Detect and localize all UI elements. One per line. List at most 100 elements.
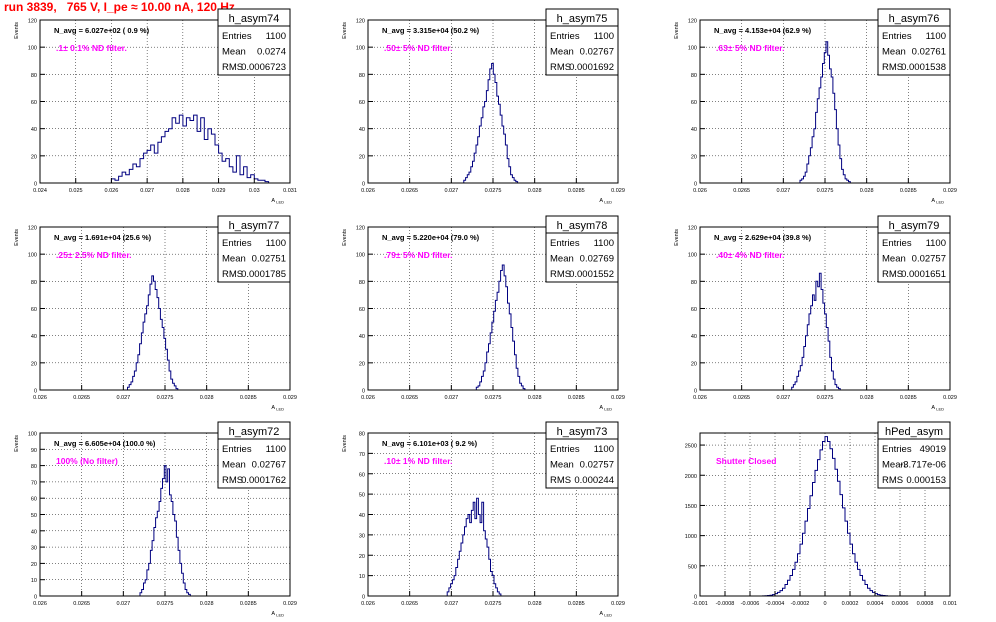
y-tick-label: 2000 xyxy=(685,474,697,480)
x-tick-label: 0.0285 xyxy=(568,395,585,401)
y-tick-label: 60 xyxy=(691,100,697,106)
y-tick-label: 100 xyxy=(28,432,37,438)
x-tick-label: 0.029 xyxy=(611,601,625,607)
x-tick-label: 0.027 xyxy=(116,601,130,607)
histogram-line xyxy=(110,114,270,183)
stats-value: 1100 xyxy=(266,31,286,42)
navg-label: N_avg = 6.027e+02 ( 0.9 %) xyxy=(54,26,150,35)
y-tick-label: 60 xyxy=(31,497,37,503)
y-tick-label: 80 xyxy=(31,73,37,79)
y-tick-label: 100 xyxy=(356,46,365,52)
y-tick-label: 0 xyxy=(694,182,697,188)
stats-value: 0.02751 xyxy=(252,254,286,265)
stats-value: -3.717e-06 xyxy=(900,460,946,471)
filter-label: .79± 5% ND filter. xyxy=(384,250,452,260)
stats-key: RMS xyxy=(882,269,903,280)
stats-value: 0.000153 xyxy=(906,475,946,486)
histogram-panel-h_asym76: 0 20 40 60 80 100 120 0.026 0.0265 0.027 0.0275 0.0… xyxy=(674,8,957,205)
stats-key: Entries xyxy=(882,444,912,455)
y-tick-label: 0 xyxy=(362,182,365,188)
stats-value: 1100 xyxy=(266,444,286,455)
x-tick-label: 0.0004 xyxy=(867,601,884,607)
stats-box-name: h_asym72 xyxy=(229,426,280,438)
x-tick-label: 0.0285 xyxy=(240,395,257,401)
x-tick-label: 0.031 xyxy=(283,188,297,194)
y-tick-label: 30 xyxy=(359,533,365,539)
stats-key: Mean xyxy=(222,254,246,265)
y-tick-label: 20 xyxy=(31,154,37,160)
stats-value: 0.0006723 xyxy=(241,62,286,73)
filter-label: 100% (No filter) xyxy=(56,456,118,466)
y-tick-label: 80 xyxy=(31,280,37,286)
y-tick-label: 80 xyxy=(691,280,697,286)
stats-value: 0.0274 xyxy=(257,47,286,58)
x-tick-label: 0.029 xyxy=(283,601,297,607)
stats-box-name: h_asym77 xyxy=(229,220,280,232)
x-axis-title-subscript: LED xyxy=(276,613,284,618)
x-tick-label: 0.026 xyxy=(361,395,375,401)
y-tick-label: 40 xyxy=(31,529,37,535)
x-axis-title-subscript: LED xyxy=(604,200,612,205)
x-axis-title-subscript: LED xyxy=(276,407,284,412)
x-tick-label: 0.029 xyxy=(943,188,957,194)
stats-value: 1100 xyxy=(926,238,946,249)
x-tick-label: 0.028 xyxy=(528,601,542,607)
y-tick-label: 40 xyxy=(359,513,365,519)
y-tick-label: 120 xyxy=(356,19,365,25)
stats-value: 1100 xyxy=(594,444,614,455)
y-tick-label: 20 xyxy=(359,154,365,160)
histogram-panel-h_asym77: 0 20 40 60 80 100 120 0.026 0.0265 0.027 0.0275 0.0… xyxy=(14,215,297,412)
y-axis-title: Events xyxy=(342,435,348,452)
x-tick-label: 0.026 xyxy=(693,395,707,401)
y-tick-label: 120 xyxy=(356,226,365,232)
y-tick-label: 100 xyxy=(688,46,697,52)
y-axis-title: Events xyxy=(674,22,680,39)
y-axis-title: Events xyxy=(14,229,20,246)
stats-box: h_asym78 Entries 1100 Mean 0.02769 RMS0.00015… xyxy=(545,215,619,283)
stats-value: 0.0001538 xyxy=(901,62,946,73)
stats-value: 0.02757 xyxy=(580,460,614,471)
y-tick-label: 20 xyxy=(359,361,365,367)
y-tick-label: 0 xyxy=(694,595,697,601)
x-tick-label: 0.029 xyxy=(212,188,226,194)
x-tick-label: 0.027 xyxy=(776,188,790,194)
histogram-line xyxy=(127,275,179,390)
x-tick-label: 0.027 xyxy=(116,395,130,401)
stats-key: Mean xyxy=(222,460,246,471)
y-tick-label: 100 xyxy=(356,253,365,259)
y-tick-label: 20 xyxy=(31,361,37,367)
stats-box: h_asym72 Entries 1100 Mean 0.02767 RMS0.00017… xyxy=(217,421,291,489)
y-tick-label: 100 xyxy=(28,46,37,52)
y-tick-label: 120 xyxy=(28,19,37,25)
y-tick-label: 50 xyxy=(31,513,37,519)
histogram-line xyxy=(791,272,841,390)
stats-key: Entries xyxy=(882,238,912,249)
stats-key: RMS xyxy=(550,475,571,486)
histogram-line xyxy=(475,264,526,390)
y-axis-title: Events xyxy=(342,229,348,246)
x-tick-label: 0.028 xyxy=(860,188,874,194)
x-axis-title-subscript: LED xyxy=(604,407,612,412)
stats-box-frame xyxy=(545,8,619,76)
x-axis-title: A LED xyxy=(931,405,944,412)
stats-key: Mean xyxy=(550,47,574,58)
x-tick-label: 0.026 xyxy=(33,395,47,401)
navg-label: N_avg = 4.153e+04 (62.9 %) xyxy=(714,26,812,35)
navg-label: N_avg = 5.220e+04 (79.0 %) xyxy=(382,233,480,242)
navg-label: N_avg = 6.101e+03 ( 9.2 %) xyxy=(382,439,478,448)
filter-label: .25± 2.5% ND filter. xyxy=(56,250,132,260)
x-tick-label: 0.0275 xyxy=(157,601,174,607)
y-tick-label: 40 xyxy=(31,127,37,133)
y-tick-label: 80 xyxy=(359,73,365,79)
x-tick-label: 0.001 xyxy=(943,601,957,607)
y-tick-label: 20 xyxy=(359,554,365,560)
stats-value: 0.02761 xyxy=(912,47,946,58)
filter-label: .63± 5% ND filter. xyxy=(716,43,784,53)
stats-value: 0.0001785 xyxy=(241,269,286,280)
stats-key: Entries xyxy=(222,238,252,249)
filter-label: .40± 4% ND filter. xyxy=(716,250,784,260)
stats-box: h_asym74 Entries 1100 Mean 0.0274 RMS0.000672… xyxy=(217,8,291,76)
filter-label: Shutter Closed xyxy=(716,456,776,466)
y-tick-label: 1000 xyxy=(685,534,697,540)
y-tick-label: 70 xyxy=(359,452,365,458)
